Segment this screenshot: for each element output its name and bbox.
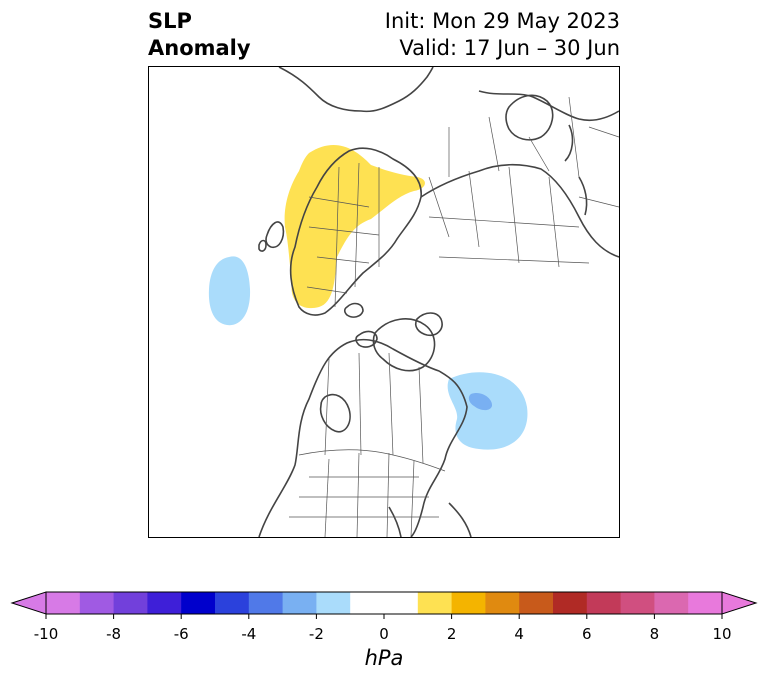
colorbar-cell xyxy=(417,592,453,614)
atlantic-negative-anomaly xyxy=(208,256,251,326)
map-canvas xyxy=(208,67,619,537)
political-borders xyxy=(289,96,619,537)
colorbar-extend-max xyxy=(721,591,758,615)
colorbar-cell xyxy=(553,592,588,614)
europe-positive-anomaly xyxy=(284,144,425,309)
colorbar-extend-min xyxy=(10,591,47,615)
colorbar-cell xyxy=(181,592,216,614)
colorbar-cell xyxy=(688,592,723,614)
newfoundland-core-anomaly xyxy=(468,393,493,411)
colorbar-tick-label: -10 xyxy=(33,625,59,643)
title-line-2: Anomaly xyxy=(148,36,251,60)
colorbar-cell xyxy=(282,592,317,614)
newfoundland-negative-anomaly xyxy=(447,372,528,450)
colorbar-cell xyxy=(113,592,148,614)
valid-period: Init: Mon 29 May 2023 Valid: 17 Jun – 30… xyxy=(385,8,620,62)
title-line-1: SLP xyxy=(148,9,192,33)
colorbar-tick-label: 4 xyxy=(514,625,524,643)
valid-range: Valid: 17 Jun – 30 Jun xyxy=(399,36,620,60)
colorbar-cell xyxy=(215,592,250,614)
colorbar-cell xyxy=(79,592,115,614)
colorbar-cell xyxy=(620,592,655,614)
colorbar-cell xyxy=(46,592,81,614)
colorbar-tick-label: -8 xyxy=(106,625,122,643)
colorbar-tick-label: -4 xyxy=(241,625,257,643)
colorbar-tick-label: 8 xyxy=(649,625,660,643)
colorbar-cell xyxy=(654,592,689,614)
colorbar xyxy=(10,591,758,619)
colorbar-cell xyxy=(485,592,520,614)
colorbar-cell xyxy=(147,592,182,614)
colorbar-cell xyxy=(316,592,351,614)
map-title: SLP Anomaly xyxy=(148,8,251,62)
init-date: Init: Mon 29 May 2023 xyxy=(384,9,620,33)
colorbar-cell xyxy=(248,592,284,614)
colorbar-cell xyxy=(586,592,622,614)
colorbar-ticks xyxy=(45,614,723,619)
colorbar-tick-label: -6 xyxy=(173,625,189,643)
colorbar-cell xyxy=(350,592,385,614)
colorbar-unit: hPa xyxy=(364,646,404,670)
colorbar-cell xyxy=(451,592,486,614)
colorbar-tick-label: -2 xyxy=(308,625,324,643)
map-panel xyxy=(148,66,620,538)
coastlines xyxy=(258,67,619,537)
colorbar-tick-label: 2 xyxy=(446,625,457,643)
colorbar-tick-label: 6 xyxy=(582,625,592,643)
colorbar-tick-label: 10 xyxy=(712,625,732,643)
colorbar-cell xyxy=(384,592,419,614)
colorbar-cell xyxy=(519,592,554,614)
colorbar-cells xyxy=(46,592,723,614)
colorbar-tick-label: 0 xyxy=(379,625,389,643)
